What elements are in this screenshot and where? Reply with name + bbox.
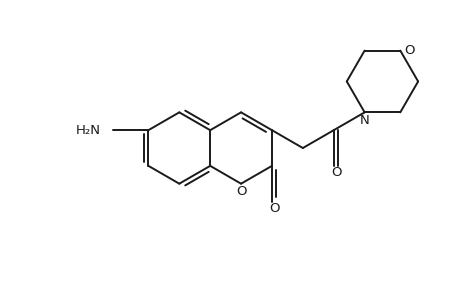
Text: H₂N: H₂N: [76, 124, 101, 137]
Text: O: O: [235, 185, 246, 198]
Text: O: O: [269, 202, 280, 215]
Text: N: N: [359, 114, 369, 127]
Text: O: O: [331, 166, 341, 179]
Text: O: O: [403, 44, 414, 57]
